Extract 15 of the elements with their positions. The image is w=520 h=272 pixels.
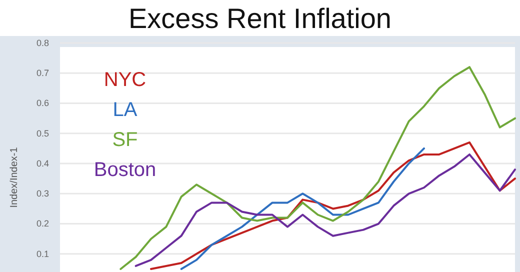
y-tick-label: 0.7 [36, 68, 49, 78]
text: NYC [104, 69, 146, 91]
y-tick-label: 0.2 [36, 218, 49, 229]
y-axis-title: Index/Index-1 [9, 146, 20, 208]
y-tick-label: 0.8 [36, 38, 49, 48]
line-series [180, 147, 425, 270]
y-tick-label: 0.4 [36, 158, 49, 168]
text: SF [112, 129, 138, 151]
text: Boston [94, 159, 156, 181]
text: LA [112, 99, 138, 121]
y-tick-label: 0.3 [36, 188, 49, 199]
chart-title: Excess Rent Inflation [128, 3, 392, 34]
y-tick-label: 0.5 [36, 128, 49, 138]
y-tick-label: 0.1 [36, 248, 49, 259]
y-tick-label: 0.6 [36, 98, 49, 108]
